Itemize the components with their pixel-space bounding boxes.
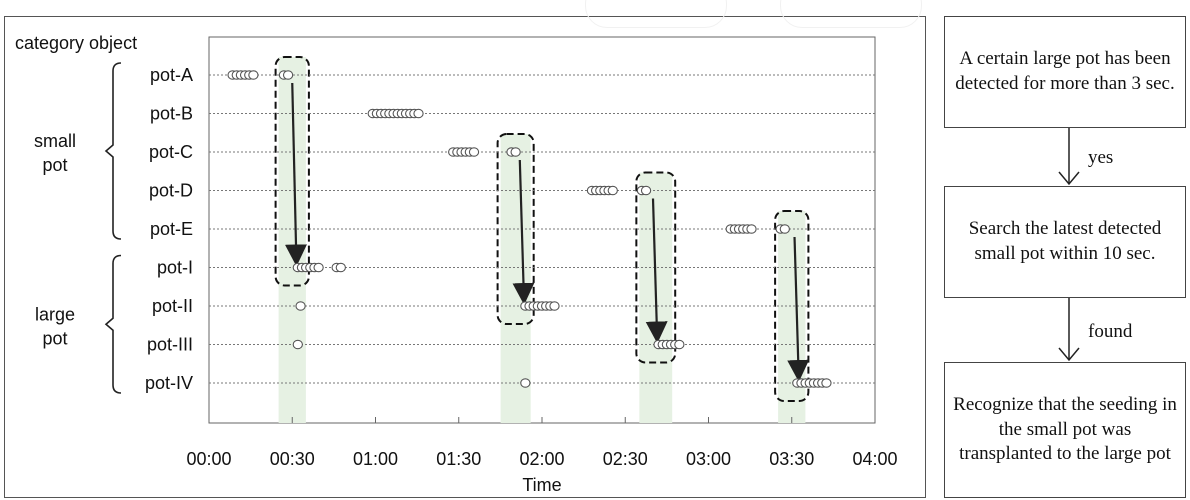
detection-point xyxy=(510,147,521,157)
flow-box-search-text: Search the latest detected small pot wit… xyxy=(968,218,1162,264)
x-tick-label: 03:00 xyxy=(686,449,731,469)
category-object-header: category object xyxy=(15,33,137,53)
chart-panel: 00:00 00:30 01:00 01:30 02:00 02:30 03:00 03:30… xyxy=(4,16,926,498)
group-label: pot xyxy=(42,328,67,348)
transplant-window-box xyxy=(274,56,310,287)
x-tick-label: 03:30 xyxy=(769,449,814,469)
detection-point xyxy=(468,147,480,157)
row-label: pot-D xyxy=(149,181,193,201)
row-label: pot-B xyxy=(150,104,193,124)
detection-point xyxy=(295,301,306,311)
transplant-arrow xyxy=(512,159,535,305)
timeline-chart: 00:00 00:30 01:00 01:30 02:00 02:30 03:00 03:30… xyxy=(15,33,898,495)
highlight-band xyxy=(778,211,806,423)
detection-point xyxy=(779,224,790,234)
flow-label-yes: yes xyxy=(1088,147,1114,168)
flow-box-detected-text: A certain large pot has been detected fo… xyxy=(955,48,1175,94)
x-tick-label: 00:00 xyxy=(186,449,231,469)
group-bracket xyxy=(104,62,122,240)
x-tick-label: 04:00 xyxy=(852,449,897,469)
transplant-arrow xyxy=(645,198,668,344)
x-tick-label: 02:00 xyxy=(519,449,564,469)
detection-point xyxy=(292,339,303,350)
watermark-circle xyxy=(780,0,922,28)
flow-box-search: Search the latest detected small pot wit… xyxy=(944,186,1186,298)
group-bracket xyxy=(104,254,122,394)
detection-point xyxy=(640,185,652,196)
row-label: pot-A xyxy=(150,65,193,85)
row-label: pot-E xyxy=(150,219,193,239)
detection-point xyxy=(282,70,294,80)
flow-box-recognize-text: Recognize that the seeding in the small … xyxy=(953,393,1177,465)
x-tick-label: 01:00 xyxy=(353,449,398,469)
flow-arrow-down-icon xyxy=(1058,128,1080,186)
transplant-window-box xyxy=(635,171,677,364)
row-label: pot-I xyxy=(157,258,193,278)
row-label: pot-C xyxy=(149,142,193,162)
x-axis-label: Time xyxy=(522,475,561,495)
row-label: pot-III xyxy=(147,335,193,355)
detection-point xyxy=(674,339,685,350)
group-label: pot xyxy=(42,155,67,175)
x-tick-label: 00:30 xyxy=(270,449,315,469)
transplant-arrow xyxy=(787,236,810,382)
group-label: small xyxy=(34,131,76,151)
x-tick-label: 01:30 xyxy=(436,449,481,469)
detection-point xyxy=(821,378,832,388)
detection-point xyxy=(313,262,324,273)
detection-point xyxy=(248,70,259,80)
detection-point xyxy=(520,378,531,388)
flow-label-found: found xyxy=(1088,321,1133,342)
flow-arrow-down-icon xyxy=(1058,298,1080,362)
group-label: large xyxy=(35,304,75,324)
highlight-band xyxy=(500,134,531,423)
flow-box-detected: A certain large pot has been detected fo… xyxy=(944,16,1186,128)
transplant-arrow xyxy=(284,82,307,267)
row-label: pot-IV xyxy=(145,373,193,393)
watermark-circle xyxy=(585,0,727,28)
detection-point xyxy=(549,301,560,311)
transplant-window-box xyxy=(774,210,810,402)
x-tick-label: 02:30 xyxy=(603,449,648,469)
detection-point xyxy=(607,185,618,196)
detection-point xyxy=(413,108,424,119)
flow-box-recognize: Recognize that the seeding in the small … xyxy=(944,362,1186,498)
detection-point xyxy=(335,262,346,273)
row-label: pot-II xyxy=(152,296,193,316)
detection-point xyxy=(746,224,757,234)
